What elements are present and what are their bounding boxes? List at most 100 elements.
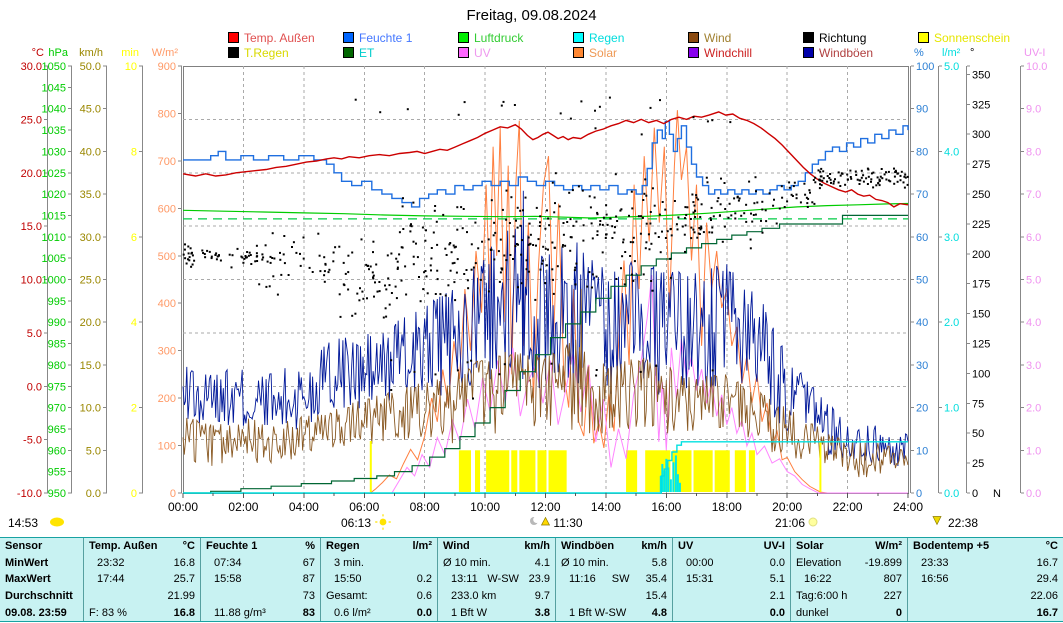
svg-text:250: 250 xyxy=(972,189,990,201)
table-cell: 11:16 xyxy=(569,573,596,586)
table-cell: 807 xyxy=(883,573,902,586)
svg-text:500: 500 xyxy=(158,251,176,263)
svg-text:1005: 1005 xyxy=(42,253,66,265)
x-tick-label: 16:00 xyxy=(651,500,681,514)
table-col-regen: Regen l/m² 3 min. 15:50 0.2 Gesamt: 0.6 0.6 l/m… xyxy=(320,538,437,621)
svg-text:1050: 1050 xyxy=(42,61,66,73)
table-cell: 16:56 xyxy=(921,573,949,586)
table-cell: % xyxy=(305,540,315,553)
svg-text:10.0: 10.0 xyxy=(80,403,101,415)
legend-item-et: ET xyxy=(343,46,374,60)
table-cell: °C xyxy=(1045,540,1058,553)
svg-text:990: 990 xyxy=(48,317,66,329)
legend-label: Sonnenschein xyxy=(934,30,1011,45)
svg-text:min: min xyxy=(121,47,139,59)
table-row: Tag:6:00 h 227 xyxy=(791,588,907,605)
table-row: 17:44 25.7 xyxy=(84,571,200,588)
table-cell: 1 Bft W xyxy=(451,606,488,619)
svg-text:3.0: 3.0 xyxy=(944,232,959,244)
windchill-swatch-icon xyxy=(688,47,699,58)
table-col-uv: UV UV-I 00:00 0.0 15:31 5.1 2.1 0.0 xyxy=(672,538,790,621)
svg-text:30.0: 30.0 xyxy=(80,232,101,244)
table-header-row: Feuchte 1% xyxy=(201,538,320,555)
svg-text:9.0: 9.0 xyxy=(1026,104,1041,116)
x-tick-label: 06:00 xyxy=(349,500,379,514)
legend-label: Windböen xyxy=(819,45,874,60)
table-header-row: Solar W/m² xyxy=(791,538,907,555)
svg-text:8: 8 xyxy=(131,146,137,158)
table-cell: 227 xyxy=(883,590,902,603)
et-swatch-icon xyxy=(343,47,354,58)
temp-aussen-swatch-icon xyxy=(228,32,239,43)
table-row: 2.1 xyxy=(673,588,790,605)
svg-text:20.0: 20.0 xyxy=(21,168,42,180)
svg-text:1040: 1040 xyxy=(42,104,66,116)
series-marker-lines xyxy=(369,441,822,492)
table-row: Gesamt: 0.6 xyxy=(321,588,437,605)
legend-label: UV xyxy=(474,45,491,60)
windboeen-swatch-icon xyxy=(803,47,814,58)
table-row: Ø 10 min. 5.8 xyxy=(556,555,672,572)
svg-text:30: 30 xyxy=(916,360,928,372)
table-cell: 15:31 xyxy=(686,573,714,586)
svg-text:60: 60 xyxy=(916,232,928,244)
table-row: 00:00 0.0 xyxy=(673,555,790,572)
table-row: 1 Bft W-SW 4.8 xyxy=(556,604,672,621)
svg-text:7.0: 7.0 xyxy=(1026,189,1041,201)
svg-text:4: 4 xyxy=(131,317,137,329)
svg-text:°C: °C xyxy=(32,47,44,59)
legend-item-feuchte-1: Feuchte 1 xyxy=(343,31,412,45)
table-cell: 5.8 xyxy=(651,556,667,569)
x-axis: 00:00 02:00 04:00 06:00 08:00 10:00 12:00 14:00… xyxy=(168,493,923,514)
svg-text:1015: 1015 xyxy=(42,210,66,222)
x-tick-label: 22:00 xyxy=(833,500,863,514)
table-row: dunkel 0 xyxy=(791,604,907,621)
svg-text:900: 900 xyxy=(158,61,176,73)
t-regen-swatch-icon xyxy=(228,47,239,58)
table-header-row: UV UV-I xyxy=(673,538,790,555)
table-cell: 4.1 xyxy=(534,556,550,569)
sonnenschein-swatch-icon xyxy=(918,32,929,43)
table-cell: UV xyxy=(678,540,694,553)
richtung-swatch-icon xyxy=(803,32,814,43)
axis-solar: W/m² 0 100 200 300 400 500 600 700 800 900 xyxy=(152,47,182,500)
legend-label: Richtung xyxy=(819,30,867,45)
svg-text:0.0: 0.0 xyxy=(27,381,42,393)
table-cell: l/m² xyxy=(412,540,432,553)
table-cell: 9.7 xyxy=(534,590,550,603)
table-cell: 5.1 xyxy=(769,573,785,586)
sun-icon xyxy=(50,517,64,527)
svg-text:5.0: 5.0 xyxy=(944,61,959,73)
x-tick-label: 24:00 xyxy=(893,500,923,514)
x-tick-label: 12:00 xyxy=(530,500,560,514)
legend-label: Regen xyxy=(589,30,625,45)
table-cell: Ø 10 min. xyxy=(561,556,609,569)
table-cell: F: 83 % xyxy=(89,606,127,619)
table-cell: 87 xyxy=(302,573,315,586)
svg-text:90: 90 xyxy=(916,104,928,116)
table-cell: 00:00 xyxy=(686,556,714,569)
table-cell: dunkel xyxy=(796,606,829,619)
legend-item-sonnenschein: Sonnenschein xyxy=(918,30,1011,45)
table-header-row: Sensor xyxy=(0,538,83,555)
table-row: 15.4 xyxy=(556,588,672,605)
table-cell: Elevation xyxy=(796,556,842,569)
table-cell: 233.0 km xyxy=(451,590,497,603)
table-cell: 0 xyxy=(895,606,902,619)
svg-text:25.0: 25.0 xyxy=(21,114,42,126)
table-row: 22.06 xyxy=(908,588,1063,605)
table-cell: 16.8 xyxy=(173,556,195,569)
x-tick-label: 20:00 xyxy=(772,500,802,514)
legend-item-regen: Regen xyxy=(573,30,625,45)
axis-uv: UV-I 0.0 1.0 2.0 3.0 4.0 5.0 6.0 7.0 8.0 9.0 10.0 xyxy=(1020,47,1047,500)
table-cell: Tag:6:00 h xyxy=(796,590,848,603)
svg-text:0.0: 0.0 xyxy=(944,488,959,500)
table-cell: 07:34 xyxy=(214,556,242,569)
svg-text:0.0: 0.0 xyxy=(1026,488,1041,500)
table-cell: Wind xyxy=(443,540,470,553)
table-cell: 0.2 xyxy=(416,573,432,586)
table-row: 16:56 29.4 xyxy=(908,571,1063,588)
svg-text:-5.0: -5.0 xyxy=(23,435,42,447)
legend-label: Luftdruck xyxy=(474,30,524,45)
table-cell: 3.8 xyxy=(534,606,550,619)
